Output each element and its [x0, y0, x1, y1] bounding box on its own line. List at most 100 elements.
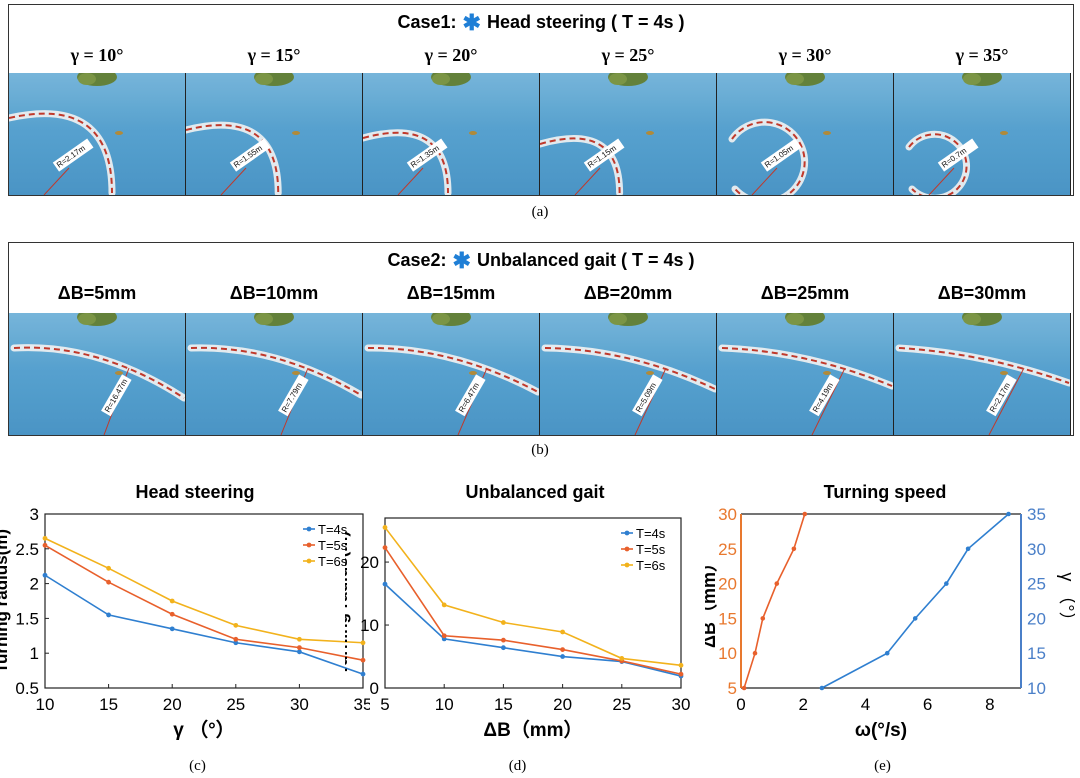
experiment-photo: R=1.35m	[363, 73, 540, 195]
case1-main-title: Head steering ( T = 4s )	[486, 12, 685, 32]
left-y-tick-label: 25	[718, 540, 737, 559]
data-point	[760, 616, 766, 621]
chart-head-steering: 10 15 20 25 30 35 0.5 1 1.5 2 2.5 3 T=4sT=5sT=6s γ （°…	[0, 505, 370, 741]
legend-marker	[306, 542, 312, 548]
experiment-photo: R=2.17m	[9, 73, 186, 195]
x-tick-label: 20	[163, 695, 182, 714]
caption-d: (d)	[508, 758, 527, 774]
x-tick-label: 15	[99, 695, 118, 714]
legend-marker	[306, 558, 312, 564]
y-tick-label: 20	[360, 553, 379, 572]
right-y-tick-label: 30	[1027, 540, 1046, 559]
data-point	[297, 645, 302, 651]
series-line	[384, 583, 682, 677]
photo-label: γ = 35°	[955, 45, 1009, 65]
right-y-tick-label: 35	[1027, 505, 1046, 524]
chart-e-title: Turning speed	[823, 482, 947, 502]
y-tick-label: 3	[30, 505, 39, 524]
legend-marker	[624, 530, 630, 536]
data-point	[678, 662, 684, 668]
data-point	[441, 633, 447, 639]
data-point	[169, 598, 175, 604]
caption-b: (b)	[531, 442, 549, 458]
photo-label: ΔB=30mm	[937, 283, 1027, 303]
x-tick-label: 25	[612, 695, 631, 714]
photo-label: γ = 10°	[70, 45, 124, 65]
experiment-photo: R=5.09m	[540, 313, 717, 435]
chart-unbalanced-gait: 5 10 15 20 25 30 0 10 20 T=4sT=5sT=6s ΔB（mm） Turnin…	[345, 517, 690, 741]
data-point	[360, 671, 366, 677]
legend-marker	[624, 562, 630, 568]
series-line	[44, 544, 364, 661]
data-point	[741, 685, 747, 691]
experiment-photo: R=0.7m	[894, 73, 1071, 195]
x-axis-title: ω(°/s)	[855, 720, 907, 741]
y-tick-label: 1.5	[15, 609, 39, 628]
right-y-tick-label: 20	[1027, 609, 1046, 628]
x-axis-title: ΔB（mm）	[483, 718, 582, 741]
right-y-axis-title: γ （°）	[1057, 572, 1075, 629]
photo-label: ΔB=20mm	[583, 283, 673, 303]
x-tick-label: 20	[553, 695, 572, 714]
x-axis-title: γ （°）	[173, 718, 234, 741]
left-y-tick-label: 20	[718, 575, 737, 594]
caption-c: (c)	[189, 758, 206, 774]
photo-label: ΔB=10mm	[229, 283, 319, 303]
photo-label: ΔB=25mm	[760, 283, 850, 303]
data-point	[678, 671, 684, 677]
data-point	[441, 602, 447, 608]
case1-prefix: Case1:	[397, 12, 457, 32]
series-line-left	[743, 513, 806, 689]
legend-marker	[306, 526, 312, 532]
data-point	[233, 640, 239, 646]
data-point	[884, 650, 890, 656]
data-point	[297, 636, 302, 642]
data-point	[560, 629, 565, 635]
experiment-photo: R=2.17m	[894, 313, 1071, 435]
data-point	[169, 626, 175, 632]
experiment-photo: R=1.05m	[717, 73, 894, 195]
experiment-photo: R=6.47m	[363, 313, 540, 435]
photo-label: γ = 30°	[778, 45, 832, 65]
data-point	[1006, 511, 1011, 517]
data-point	[619, 656, 625, 661]
x-tick-label: 25	[226, 695, 245, 714]
data-point	[912, 616, 918, 621]
case2-prefix: Case2:	[387, 250, 447, 270]
x-tick-label: 4	[861, 695, 870, 714]
data-point	[42, 535, 48, 541]
data-point	[501, 645, 506, 651]
x-tick-label: 30	[672, 695, 690, 714]
data-point	[233, 622, 239, 628]
y-tick-label: 2	[30, 575, 39, 594]
photo-label: γ = 15°	[247, 45, 301, 65]
experiment-photo: R=7.79m	[186, 313, 363, 435]
experiment-photo: R=16.47m	[9, 313, 186, 435]
data-point	[297, 649, 302, 655]
legend-label: T=5s	[636, 542, 666, 557]
delta-b-label-row: ΔB=5mm ΔB=10mm ΔB=15mm ΔB=20mm ΔB=25mm Δ…	[9, 283, 1073, 307]
legend-label: T=4s	[318, 522, 348, 537]
data-point	[802, 511, 808, 517]
panel-a-head-steering: Case1: ✱ Head steering ( T = 4s ) γ = 10° …	[8, 4, 1074, 196]
y-tick-label: 0	[370, 679, 379, 698]
data-point	[501, 637, 506, 643]
x-tick-label: 5	[380, 695, 389, 714]
left-y-tick-label: 5	[728, 679, 737, 698]
x-tick-label: 0	[736, 695, 745, 714]
data-point	[106, 565, 111, 571]
data-point	[382, 525, 388, 530]
x-tick-label: 10	[36, 695, 55, 714]
y-tick-label: 10	[360, 616, 379, 635]
left-y-tick-label: 10	[718, 644, 737, 663]
data-point	[106, 579, 111, 585]
data-point	[106, 612, 111, 618]
data-point	[944, 581, 949, 586]
chart-d-title: Unbalanced gait	[465, 482, 605, 502]
left-y-tick-label: 30	[718, 505, 737, 524]
caption-e: (e)	[874, 758, 891, 774]
legend-label: T=5s	[318, 538, 348, 553]
data-point	[42, 572, 48, 578]
data-point	[791, 546, 797, 552]
right-y-tick-label: 10	[1027, 679, 1046, 698]
